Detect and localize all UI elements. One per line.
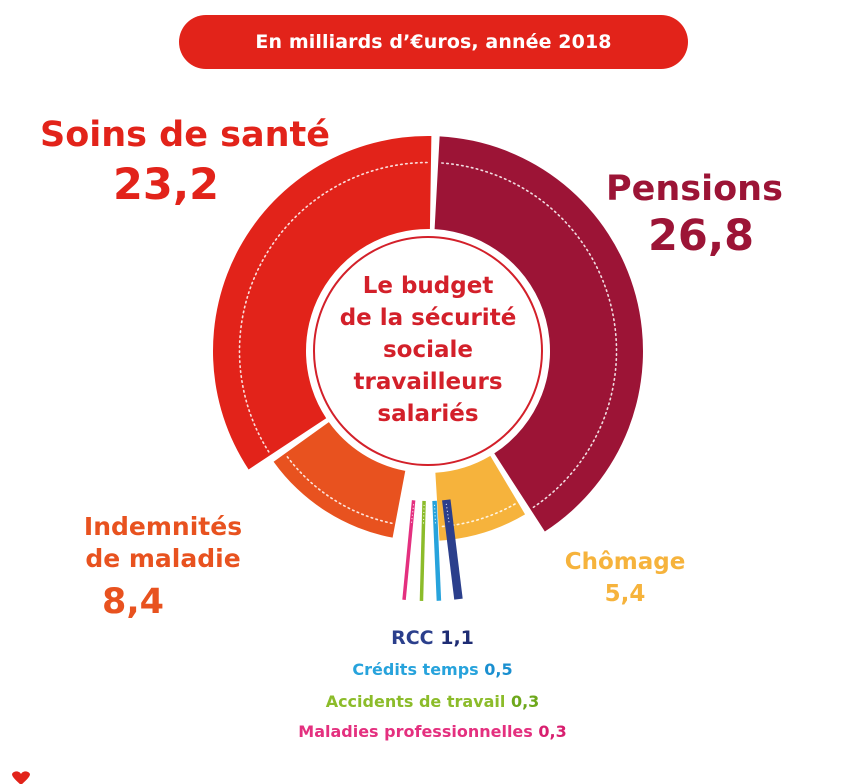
legend-maladies-value: 0,3 — [538, 722, 567, 741]
slice-indemnites-de-maladie — [273, 422, 406, 538]
legend-rcc-name: RCC — [391, 627, 434, 649]
legend-accidents-value: 0,3 — [510, 692, 540, 711]
ray-credits-temps — [432, 500, 442, 601]
slice-dotted-guide-pensions — [441, 162, 618, 509]
legend-maladies-professionnelles: Maladies professionnelles 0,3 — [180, 722, 685, 741]
center-title-line: de la sécurité — [339, 305, 517, 331]
value-chomage: 5,4 — [604, 581, 646, 607]
center-title-line: Le budget — [362, 273, 494, 299]
label-chomage: Chômage — [564, 549, 686, 575]
label-indemnites-line2: de maladie — [85, 544, 241, 573]
ray-dots-rcc — [445, 503, 450, 525]
slice-chomage — [435, 455, 526, 541]
center-circle — [313, 236, 543, 466]
label-soins-de-sante: Soins de santé — [40, 115, 330, 155]
value-indemnites: 8,4 — [101, 582, 164, 622]
center-title-line: sociale — [382, 337, 473, 363]
slice-pensions — [434, 136, 643, 532]
legend-rcc-value: 1,1 — [440, 627, 474, 649]
legend-credits-value: 0,5 — [484, 660, 513, 679]
ray-dots-credits-temps — [434, 504, 437, 526]
center-title-line: travailleurs — [353, 369, 503, 395]
donut-slices — [212, 135, 643, 541]
ray-dots-accidents-de-travail — [422, 504, 425, 526]
value-soins-de-sante: 23,2 — [113, 160, 220, 210]
chart-subtitle-banner: En milliards d’€uros, année 2018 — [179, 15, 688, 69]
legend-rcc: RCC 1,1 — [180, 627, 685, 649]
heart-logo-icon — [8, 770, 34, 784]
legend-accidents-name: Accidents de travail — [325, 692, 506, 711]
ray-maladies-professionnelles — [402, 500, 416, 601]
legend-credits-temps: Crédits temps 0,5 — [180, 660, 685, 679]
ray-rcc — [442, 499, 463, 600]
label-indemnites-line1: Indemnités — [83, 512, 243, 541]
chart-subtitle: En milliards d’€uros, année 2018 — [255, 31, 612, 53]
ray-accidents-de-travail — [419, 500, 426, 601]
legend-accidents-travail: Accidents de travail 0,3 — [180, 692, 685, 711]
slice-soins-de-sante — [212, 135, 432, 470]
ray-dots-maladies-professionnelles — [410, 504, 415, 526]
value-pensions: 26,8 — [648, 211, 755, 261]
legend-credits-name: Crédits temps — [352, 660, 479, 679]
slice-dotted-guide-soins-de-sante — [238, 161, 429, 453]
legend-maladies-name: Maladies professionnelles — [298, 722, 533, 741]
center-title-line: salariés — [377, 401, 479, 427]
label-pensions: Pensions — [606, 169, 783, 209]
small-category-rays — [402, 499, 463, 601]
center-title: Le budget de la sécurité sociale travail… — [318, 270, 538, 430]
